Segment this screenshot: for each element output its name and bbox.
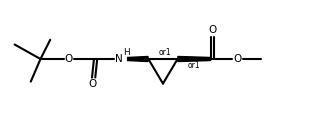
Text: O: O [233, 54, 241, 64]
Text: O: O [64, 54, 73, 64]
Text: or1: or1 [188, 61, 201, 70]
Text: or1: or1 [159, 48, 171, 57]
Text: H: H [123, 48, 130, 57]
Polygon shape [128, 57, 148, 61]
Text: O: O [209, 25, 217, 35]
Text: O: O [88, 79, 97, 89]
Text: N: N [115, 54, 123, 64]
Polygon shape [178, 57, 211, 61]
